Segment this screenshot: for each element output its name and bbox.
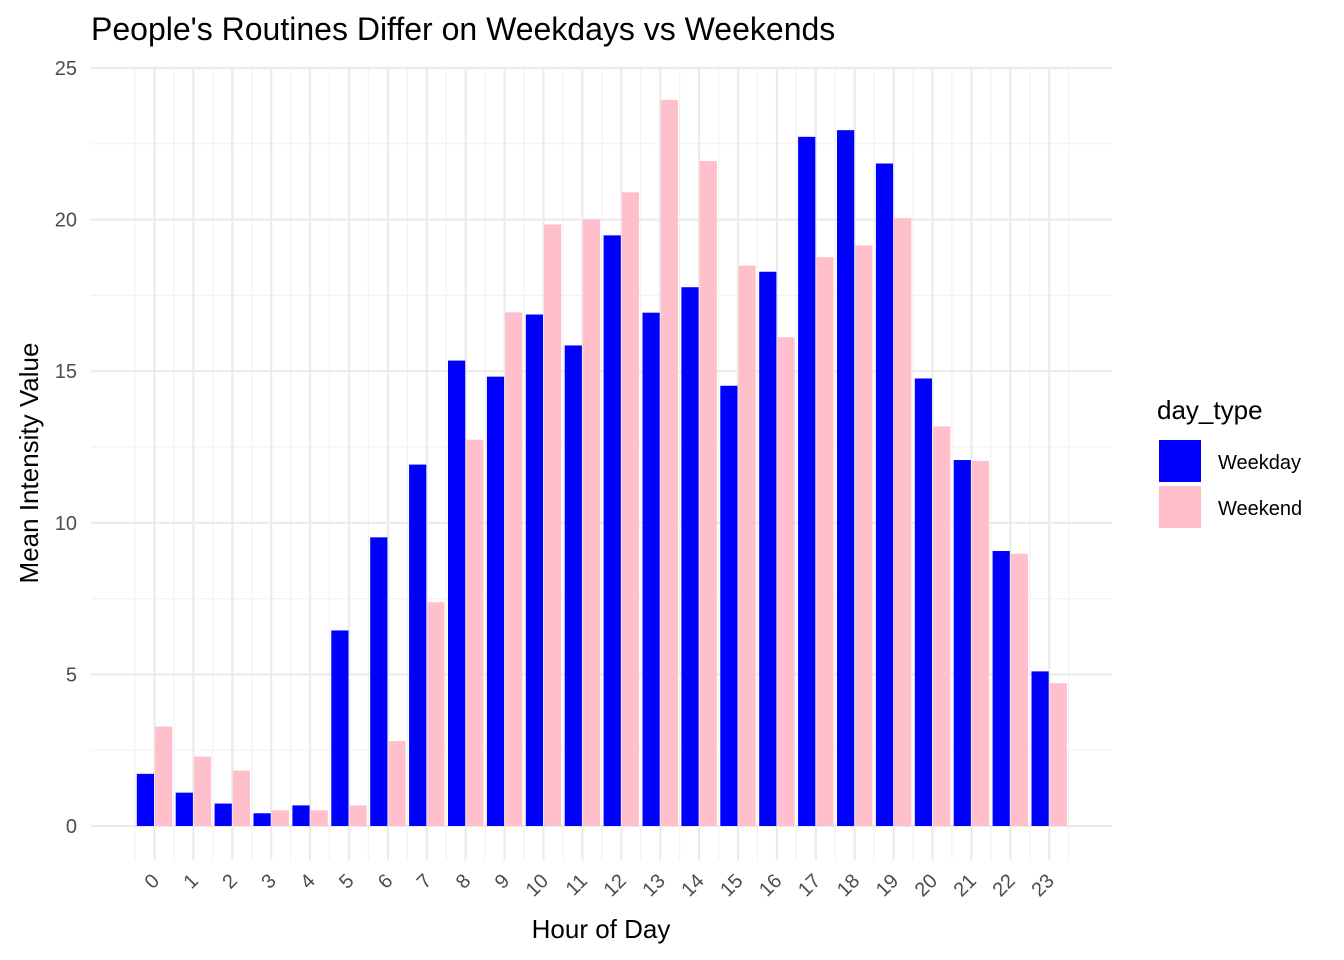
bars xyxy=(136,99,1067,827)
y-tick-label: 10 xyxy=(55,513,77,535)
legend-label-weekend: Weekend xyxy=(1218,498,1302,520)
x-tick-label: 19 xyxy=(872,870,903,901)
bar-weekday-17 xyxy=(798,136,816,826)
x-tick-label: 21 xyxy=(950,870,981,901)
x-axis-title: Hour of Day xyxy=(532,914,671,944)
bar-weekday-4 xyxy=(292,805,310,826)
y-tick-label: 20 xyxy=(55,210,77,232)
bar-weekend-23 xyxy=(1049,683,1067,826)
x-tick-label: 13 xyxy=(638,870,669,901)
x-tick-labels: 0 1 2 3 4 5 6 7 8 9 10 11 12 13 14 15 16 17 18 19 20 21 22 23 xyxy=(141,870,1059,901)
bar-weekend-5 xyxy=(349,805,367,826)
bar-weekend-2 xyxy=(232,770,250,826)
bar-weekday-2 xyxy=(214,803,232,826)
x-tick-label: 14 xyxy=(677,870,708,901)
bar-weekend-16 xyxy=(777,337,795,826)
chart-title: People's Routines Differ on Weekdays vs … xyxy=(91,11,835,47)
bar-weekend-0 xyxy=(155,726,173,826)
x-tick-label: 23 xyxy=(1027,870,1058,901)
bar-weekday-7 xyxy=(409,464,427,826)
bar-weekend-14 xyxy=(699,161,717,826)
x-tick-label: 20 xyxy=(911,870,942,901)
bar-weekend-6 xyxy=(388,741,406,826)
bar-weekday-6 xyxy=(370,537,388,826)
y-tick-label: 0 xyxy=(66,816,77,838)
x-tick-label: 15 xyxy=(716,870,747,901)
x-tick-label: 11 xyxy=(562,870,592,900)
bar-weekend-18 xyxy=(855,245,873,826)
bar-weekday-21 xyxy=(953,460,971,826)
bar-weekday-5 xyxy=(331,630,349,826)
bar-weekday-14 xyxy=(681,287,699,826)
legend-key-weekday xyxy=(1159,440,1201,482)
y-axis-title: Mean Intensity Value xyxy=(14,343,44,584)
x-tick-label: 4 xyxy=(296,870,319,893)
bar-weekend-1 xyxy=(193,756,212,826)
y-tick-label: 15 xyxy=(55,361,77,383)
grid-minor xyxy=(91,67,1112,860)
x-tick-label: 7 xyxy=(413,870,436,893)
x-tick-label: 18 xyxy=(833,870,864,901)
bar-weekday-19 xyxy=(875,163,894,826)
x-tick-label: 1 xyxy=(180,870,203,893)
bar-weekday-15 xyxy=(720,385,738,826)
bar-weekday-23 xyxy=(1031,671,1049,826)
bar-weekday-16 xyxy=(759,271,777,827)
bar-weekend-21 xyxy=(971,460,990,826)
bar-weekday-9 xyxy=(486,376,505,826)
bar-weekend-19 xyxy=(894,218,912,827)
legend: day_type Weekday Weekend xyxy=(1157,395,1302,528)
bar-weekend-10 xyxy=(544,224,562,827)
x-tick-label: 6 xyxy=(374,870,397,893)
legend-key-weekend xyxy=(1159,486,1201,528)
x-tick-label: 16 xyxy=(755,870,786,901)
legend-label-weekday: Weekday xyxy=(1218,452,1301,474)
bar-weekend-8 xyxy=(466,439,484,826)
x-tick-label: 5 xyxy=(335,870,358,893)
x-tick-label: 22 xyxy=(989,870,1020,901)
bar-weekday-22 xyxy=(992,550,1010,826)
bar-weekday-3 xyxy=(253,813,271,826)
bar-weekend-22 xyxy=(1010,553,1028,826)
bar-weekend-17 xyxy=(816,257,834,827)
y-tick-label: 5 xyxy=(66,664,77,686)
bar-weekday-12 xyxy=(603,235,621,826)
x-tick-label: 17 xyxy=(794,870,825,901)
bar-weekday-10 xyxy=(525,314,543,826)
bar-weekend-7 xyxy=(427,602,445,826)
x-tick-label: 10 xyxy=(522,870,553,901)
bar-weekend-11 xyxy=(582,219,601,827)
bar-weekday-20 xyxy=(914,378,932,826)
x-tick-label: 12 xyxy=(600,870,631,901)
x-tick-label: 9 xyxy=(491,870,514,893)
bar-weekend-13 xyxy=(660,99,678,826)
bar-weekend-9 xyxy=(505,312,523,826)
x-tick-label: 3 xyxy=(257,870,280,893)
bar-weekday-11 xyxy=(564,345,582,826)
x-tick-label: 8 xyxy=(452,870,475,893)
x-tick-label: 0 xyxy=(141,870,164,893)
y-tick-labels: 0 5 10 15 20 25 xyxy=(55,58,77,838)
bar-weekend-3 xyxy=(271,810,289,826)
bar-weekday-18 xyxy=(837,130,855,826)
x-tick-label: 2 xyxy=(218,870,241,893)
bar-weekday-13 xyxy=(642,312,660,827)
bar-weekend-15 xyxy=(738,265,756,826)
bar-weekend-12 xyxy=(621,192,639,826)
legend-title: day_type xyxy=(1157,395,1263,425)
bar-weekend-20 xyxy=(933,426,951,826)
bar-weekday-8 xyxy=(448,360,466,826)
bar-weekday-0 xyxy=(136,773,154,826)
bar-weekend-4 xyxy=(310,810,328,826)
bar-weekday-1 xyxy=(175,792,193,826)
y-tick-label: 25 xyxy=(55,58,77,80)
